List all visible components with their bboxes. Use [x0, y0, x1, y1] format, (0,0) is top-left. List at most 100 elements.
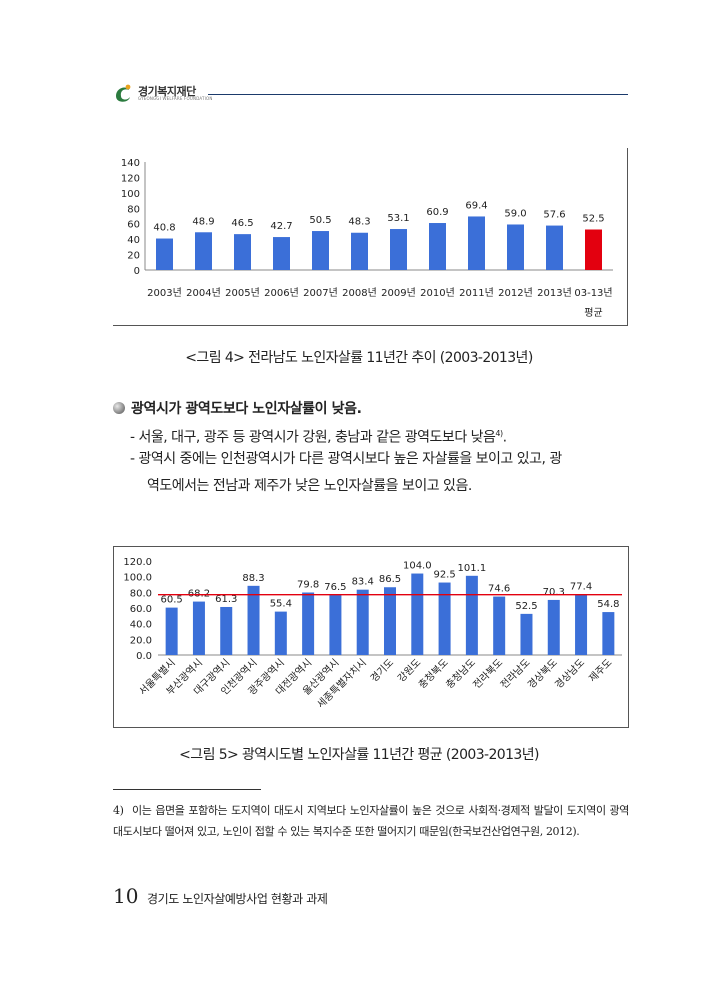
bar	[356, 589, 369, 655]
data-label: 55.4	[270, 599, 292, 610]
data-label: 48.3	[348, 217, 370, 228]
bar	[220, 606, 233, 655]
bar	[468, 216, 485, 270]
bar	[351, 232, 368, 270]
x-tick-label: 2003년	[147, 287, 182, 299]
data-label: 57.6	[543, 210, 565, 221]
data-label: 77.4	[570, 581, 592, 592]
data-label: 50.5	[309, 215, 331, 226]
bar	[302, 592, 315, 655]
bar	[465, 575, 478, 655]
data-label: 40.8	[153, 223, 175, 234]
data-label: 52.5	[582, 214, 604, 225]
data-label: 48.9	[192, 216, 214, 227]
x-tick-label: 2007년	[303, 287, 338, 299]
data-label: 60.5	[161, 595, 183, 606]
section-heading-text: 광역시가 광역도보다 노인자살률이 낮음.	[131, 401, 362, 417]
bar	[546, 225, 563, 270]
bar	[602, 612, 615, 655]
x-tick-label: 경상남도	[552, 656, 587, 691]
footnote-number: 4)	[113, 804, 124, 817]
bar	[520, 613, 533, 655]
data-label: 59.0	[504, 208, 526, 219]
y-tick-label: 120.0	[123, 557, 152, 568]
y-tick-label: 40	[127, 235, 140, 246]
data-label: 60.9	[426, 207, 448, 218]
x-tick-label: 2008년	[342, 287, 377, 299]
x-tick-label: 2005년	[225, 287, 260, 299]
bar	[438, 582, 451, 655]
bar	[192, 601, 205, 655]
y-tick-label: 60.0	[130, 604, 152, 615]
body-line-2: - 광역시 중에는 인천광역시가 다른 광역시보다 높은 자살률을 보이고 있고…	[130, 451, 562, 467]
data-label: 83.4	[352, 577, 374, 588]
x-tick-label: 03-13년	[574, 287, 612, 299]
y-tick-label: 120	[121, 173, 140, 184]
y-tick-label: 80.0	[130, 588, 152, 599]
org-name: 경기복지재단	[138, 85, 196, 98]
bar	[274, 611, 287, 655]
y-tick-label: 100.0	[123, 573, 152, 584]
footnote: 4) 이는 읍면을 포함하는 도지역이 대도시 지역보다 노인자살률이 높은 것으…	[113, 800, 629, 842]
chart-region-average: 0.0 20.0 40.0 60.0 80.0 100.0 120.0 60.5 서울특별시 68…	[113, 546, 629, 728]
bar	[234, 234, 251, 270]
bar	[312, 231, 329, 270]
x-tick-label: 2013년	[537, 287, 572, 299]
bar	[507, 224, 524, 270]
footnote-ref: 4)	[495, 429, 503, 438]
chart-jeonnam-trend: 0 20 40 60 80 100 120 140 40.8 2003년 48.9 2004년 46.5…	[113, 148, 628, 326]
page-number: 10	[113, 884, 139, 908]
chart-region-average-svg: 0.020.040.060.080.0100.0120.060.5서울특별시68…	[123, 557, 622, 711]
foundation-logo-icon	[116, 84, 131, 102]
figure-5-caption: <그림 5> 광역시도별 노인자살률 11년간 평균 (2003-2013년)	[179, 747, 539, 763]
y-tick-label: 100	[121, 189, 140, 200]
y-tick-label: 80	[127, 204, 140, 215]
figure-4-caption: <그림 4> 전라남도 노인자살률 11년간 추이 (2003-2013년)	[185, 350, 533, 366]
bar	[156, 238, 173, 270]
data-label: 70.3	[543, 587, 565, 598]
x-tick-label: 2010년	[420, 287, 455, 299]
y-tick-label: 0	[134, 266, 140, 277]
document-header: 경기복지재단 GYEONGGI WELFARE FOUNDATION	[112, 80, 628, 106]
footnote-rule	[113, 789, 261, 790]
y-tick-label: 140	[121, 158, 140, 169]
x-tick-label: 2004년	[186, 287, 221, 299]
bar	[390, 229, 407, 270]
y-tick-label: 40.0	[130, 620, 152, 631]
chart-jeonnam-trend-svg: 0 20 40 60 80 100 120 140 40.8 2003년 48.9 2004년 46.5…	[121, 158, 613, 319]
data-label: 79.8	[297, 579, 319, 590]
data-label: 104.0	[403, 561, 432, 572]
y-tick-label: 20.0	[130, 635, 152, 646]
bar	[329, 595, 342, 655]
org-subtitle: GYEONGGI WELFARE FOUNDATION	[138, 96, 213, 101]
bar	[165, 607, 178, 655]
bullet-icon	[113, 402, 125, 414]
bar	[247, 585, 260, 655]
header-rule	[208, 94, 628, 95]
x-tick-label: 2012년	[498, 287, 533, 299]
data-label: 61.3	[215, 594, 237, 605]
y-tick-label: 60	[127, 220, 140, 231]
running-title: 경기도 노인자살예방사업 현황과 과제	[147, 892, 328, 906]
x-tick-label: 제주도	[586, 657, 614, 685]
x-tick-label: 경기도	[367, 656, 396, 685]
data-label: 88.3	[242, 573, 264, 584]
x-tick-label: 2011년	[459, 287, 494, 299]
bar	[411, 573, 424, 655]
data-label: 76.5	[324, 582, 346, 593]
x-tick-label: 2009년	[381, 287, 416, 299]
x-tick-sublabel: 평균	[584, 307, 602, 319]
body-line-1: - 서울, 대구, 광주 등 광역시가 강원, 충남과 같은 광역도보다 낮음4…	[130, 423, 630, 449]
bar	[547, 599, 560, 655]
y-tick-label: 20	[127, 251, 140, 262]
data-label: 54.8	[597, 599, 619, 610]
data-label: 53.1	[387, 213, 409, 224]
body-line-3: 역도에서는 전남과 제주가 낮은 노인자살률을 보이고 있음.	[147, 478, 472, 494]
data-label: 101.1	[458, 563, 487, 574]
data-label: 74.6	[488, 584, 510, 595]
data-label: 42.7	[270, 221, 292, 232]
data-label: 46.5	[231, 218, 253, 229]
bar	[575, 594, 588, 655]
data-label: 86.5	[379, 574, 401, 585]
bar	[493, 596, 506, 655]
